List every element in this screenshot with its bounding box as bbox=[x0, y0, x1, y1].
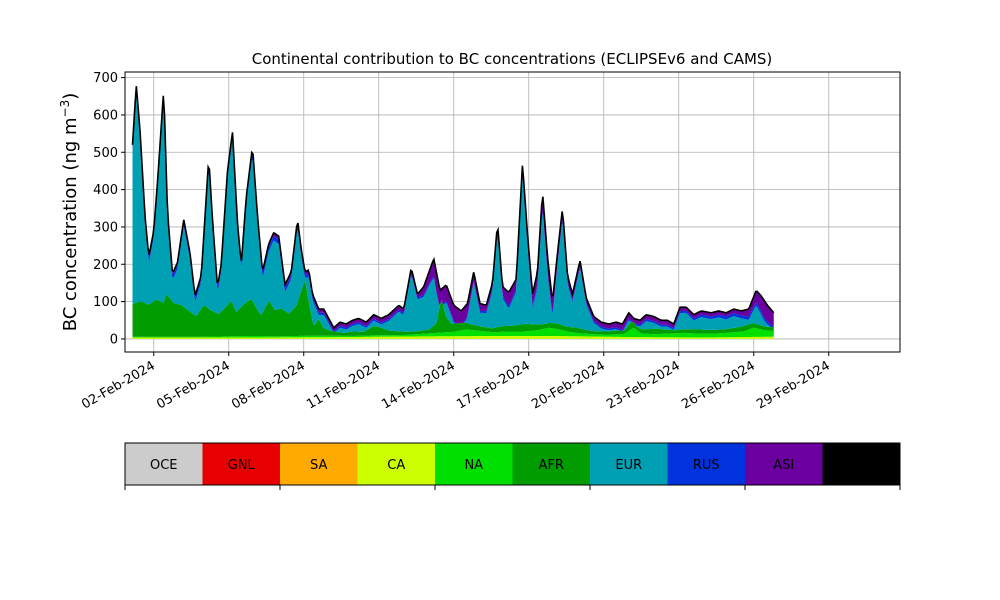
y-tick-label: 100 bbox=[93, 295, 118, 310]
area-afr bbox=[132, 281, 774, 337]
y-tick-label: 500 bbox=[93, 146, 118, 161]
legend-swatch-eur bbox=[590, 443, 668, 485]
y-tick-label: 600 bbox=[93, 108, 118, 123]
y-tick-label: 0 bbox=[110, 332, 118, 347]
y-tick-label: 700 bbox=[93, 71, 118, 86]
y-axis-label: BC concentration (ng m−3) bbox=[58, 93, 81, 332]
legend-label-oce: OCE bbox=[150, 458, 178, 473]
legend-swatch-afr bbox=[512, 443, 591, 485]
legend-swatch-aus bbox=[822, 443, 901, 485]
area-ca bbox=[132, 335, 774, 339]
legend-swatch-gnl bbox=[202, 443, 281, 485]
legend-label-aus: AUS bbox=[848, 458, 875, 473]
area-na bbox=[132, 327, 774, 338]
y-axis-label-main: BC concentration (ng m bbox=[60, 117, 81, 331]
legend-label-asi: ASI bbox=[773, 458, 794, 473]
legend-swatch-oce bbox=[125, 443, 203, 485]
legend-swatch-rus bbox=[667, 443, 746, 485]
legend-label-rus: RUS bbox=[693, 458, 720, 473]
legend-swatch-asi bbox=[745, 443, 823, 485]
legend-colorbar: OCE GNL SA CA NA AFR EUR RUS ASI AUS bbox=[124, 442, 901, 490]
legend-swatch-ca bbox=[357, 443, 436, 485]
y-tick-label: 400 bbox=[93, 183, 118, 198]
y-axis-label-close: ) bbox=[60, 93, 81, 100]
y-tick-label: 300 bbox=[93, 220, 118, 235]
legend-swatch-sa bbox=[280, 443, 358, 485]
plot-frame bbox=[124, 71, 901, 353]
y-axis: 0 100 200 300 400 500 600 700 bbox=[93, 71, 125, 347]
legend-label-eur: EUR bbox=[615, 458, 642, 473]
legend-label-afr: AFR bbox=[539, 458, 564, 473]
area-eur bbox=[132, 93, 774, 333]
legend-label-ca: CA bbox=[387, 458, 405, 473]
legend-swatch-na bbox=[435, 443, 513, 485]
legend-label-na: NA bbox=[464, 458, 483, 473]
y-axis-label-superscript: −3 bbox=[58, 100, 72, 118]
legend-label-gnl: GNL bbox=[228, 458, 256, 473]
legend-frame bbox=[124, 442, 901, 486]
stacked-areas bbox=[131, 86, 775, 339]
total-line bbox=[131, 86, 775, 329]
y-tick-label: 200 bbox=[93, 258, 118, 273]
chart-title: Continental contribution to BC concentra… bbox=[252, 50, 773, 68]
legend-label-sa: SA bbox=[310, 458, 327, 473]
